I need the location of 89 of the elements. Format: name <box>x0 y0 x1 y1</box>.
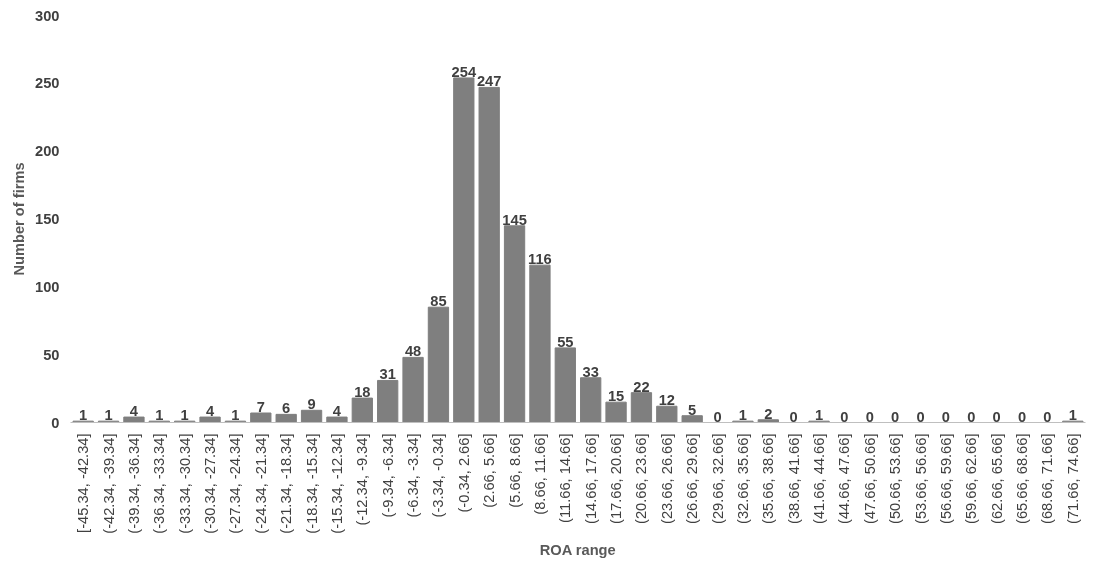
x-tick-label: (11.66, 14.66] <box>557 433 574 523</box>
x-tick-label: (53.66, 56.66] <box>912 433 929 524</box>
x-tick-label: (29.66, 32.66] <box>709 433 726 524</box>
data-label: 1 <box>155 407 164 424</box>
x-tick-label: (-42.34, -39.34] <box>100 433 117 534</box>
data-label: 4 <box>129 403 139 420</box>
x-tick-label: (8.66, 11.66] <box>531 433 548 515</box>
data-label: 0 <box>1043 408 1052 425</box>
data-label: 12 <box>658 392 675 409</box>
data-label: 9 <box>307 396 316 413</box>
data-label: 116 <box>528 251 552 268</box>
x-tick-label: (-18.34, -15.34] <box>303 433 320 534</box>
x-tick-label: (-36.34, -33.34] <box>151 433 168 534</box>
data-label: 0 <box>789 408 798 425</box>
data-label: 7 <box>256 399 265 415</box>
data-label: 0 <box>713 408 722 425</box>
data-label: 0 <box>891 408 900 425</box>
x-tick-label: (-12.34, -9.34] <box>354 433 371 526</box>
data-label: 0 <box>840 408 849 425</box>
y-tick-label: 250 <box>35 75 60 92</box>
y-tick-label: 0 <box>51 414 60 431</box>
x-tick-label: (65.66, 68.66] <box>1014 433 1031 524</box>
x-tick-label: (41.66, 44.66] <box>811 433 828 524</box>
x-tick-label: (56.66, 59.66] <box>937 433 954 524</box>
data-label: 0 <box>992 408 1001 425</box>
data-label: 1 <box>1068 407 1077 424</box>
data-label: 4 <box>332 403 342 420</box>
data-label: 0 <box>967 408 976 425</box>
x-tick-label: (-9.34, -6.34] <box>379 433 396 518</box>
x-tick-label: (-33.34, -30.34] <box>176 433 193 534</box>
y-tick-label: 200 <box>35 143 60 160</box>
x-tick-label: (20.66, 23.66] <box>633 433 650 524</box>
data-label: 247 <box>476 73 502 90</box>
x-tick-label: (38.66, 41.66] <box>785 433 802 524</box>
x-tick-label: (14.66, 17.66] <box>582 433 599 524</box>
data-label: 2 <box>764 405 773 422</box>
x-tick-label: [-45.34, -42.34] <box>75 433 92 533</box>
y-tick-label: 50 <box>43 346 60 363</box>
data-label: 0 <box>916 408 925 425</box>
data-label: 0 <box>941 408 951 425</box>
x-tick-label: (50.66, 53.66] <box>887 433 904 524</box>
data-label: 15 <box>607 388 625 405</box>
y-tick-label: 300 <box>35 7 60 24</box>
x-tick-label: (-39.34, -36.34] <box>125 433 142 534</box>
data-label: 4 <box>205 403 215 420</box>
data-label: 0 <box>865 408 874 425</box>
data-label: 85 <box>430 293 447 310</box>
x-tick-label: (23.66, 26.66] <box>658 433 675 524</box>
x-tick-label: (35.66, 38.66] <box>760 433 777 524</box>
x-tick-label: (44.66, 47.66] <box>836 433 853 524</box>
x-tick-label: (62.66, 65.66] <box>988 433 1005 524</box>
data-label: 1 <box>231 407 240 424</box>
x-axis-title: ROA range <box>539 541 616 558</box>
y-axis-title: Number of firms <box>11 162 28 276</box>
data-label: 1 <box>104 407 113 424</box>
x-tick-label: (-3.34, -0.34] <box>430 433 447 518</box>
data-label: 6 <box>282 400 291 417</box>
data-label: 1 <box>79 407 88 424</box>
data-label: 1 <box>814 407 824 424</box>
data-label: 5 <box>688 401 697 418</box>
data-label: 31 <box>379 366 396 383</box>
x-tick-label: (26.66, 29.66] <box>684 433 701 524</box>
data-label: 55 <box>557 333 574 350</box>
y-tick-label: 100 <box>35 278 60 295</box>
data-label: 1 <box>738 407 748 424</box>
x-tick-label: (47.66, 50.66] <box>861 433 878 524</box>
data-label: 145 <box>502 211 527 228</box>
x-tick-label: (5.66, 8.66] <box>506 433 523 508</box>
x-tick-label: (17.66, 20.66] <box>608 433 625 524</box>
x-tick-label: (-27.34, -24.34] <box>227 433 244 534</box>
x-tick-label: (32.66, 35.66] <box>734 433 751 524</box>
x-tick-label: (-0.34, 2.66] <box>455 433 472 513</box>
x-tick-label: (-21.34, -18.34] <box>278 433 295 534</box>
x-tick-label: (68.66, 71.66] <box>1039 433 1056 524</box>
data-label: 254 <box>451 63 477 80</box>
data-label: 33 <box>582 363 599 380</box>
data-label: 22 <box>633 378 650 395</box>
x-tick-label: (-30.34, -27.34] <box>202 433 219 534</box>
data-label: 0 <box>1017 408 1027 425</box>
x-tick-label: (-6.34, -3.34] <box>405 433 422 518</box>
x-tick-label: (-24.34, -21.34] <box>252 433 269 534</box>
data-label: 48 <box>404 343 422 360</box>
x-tick-label: (59.66, 62.66] <box>963 433 980 524</box>
data-label: 18 <box>354 384 371 401</box>
y-tick-label: 150 <box>35 211 60 227</box>
x-tick-label: (-15.34, -12.34] <box>328 433 345 534</box>
data-label: 1 <box>180 407 189 424</box>
x-tick-label: (2.66, 5.66] <box>481 433 498 508</box>
x-tick-label: (71.66, 74.66] <box>1064 433 1081 524</box>
